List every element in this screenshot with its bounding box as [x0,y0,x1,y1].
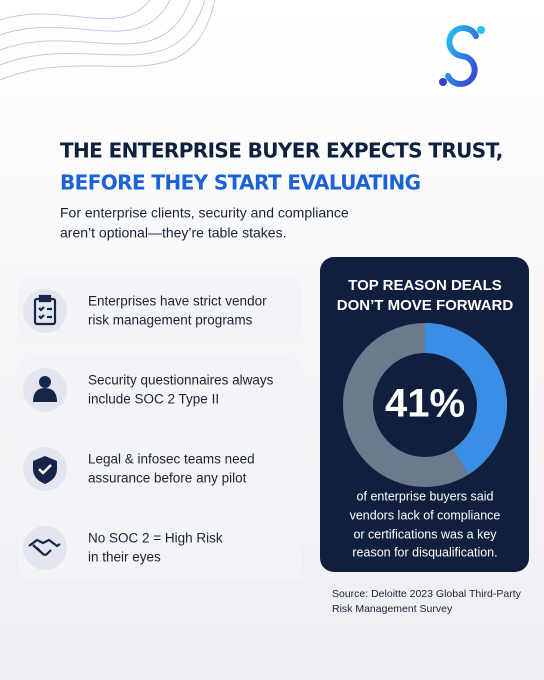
card-description: vendors lack of compliance [350,508,501,522]
card-description: or certifications was a key [353,527,497,541]
card-description: reason for disqualification. [352,545,497,559]
card-title: DON’T MOVE FORWARD [337,297,514,314]
card-title: TOP REASON DEALS [348,277,502,294]
decor-waves [0,0,216,81]
item-box [18,514,302,582]
item-text: No SOC 2 = High Risk [88,531,223,546]
icon-check [38,464,52,475]
icon-handshake [28,538,61,556]
subtitle: For enterprise clients, security and com… [60,205,349,221]
logo [439,25,485,87]
subtitle: aren’t optional—they’re table stakes. [60,225,286,241]
icon-person [33,376,57,402]
item-text: Legal & infosec teams need [88,452,255,467]
item-box [18,436,302,502]
item-text: assurance before any pilot [88,471,247,486]
source: Source: Deloitte 2023 Global Third-Party [332,588,522,600]
stat-card: TOP REASON DEALS DON’T MOVE FORWARD 41% … [320,257,529,572]
donut [343,323,507,487]
item-text: Enterprises have strict vendor [88,294,267,309]
item-text: risk management programs [88,313,253,328]
donut-label: 41% [385,382,465,426]
title-line: BEFORE THEY START EVALUATING [60,171,420,195]
donut-arc [343,323,507,487]
title-line: THE ENTERPRISE BUYER EXPECTS TRUST, [60,139,503,163]
item-text: in their eyes [88,550,161,565]
item-text: include SOC 2 Type II [88,392,219,407]
source: Risk Management Survey [332,603,453,615]
item-box [18,357,302,423]
icon-clipboard [33,294,57,326]
card-bg [320,257,529,572]
item-list: Enterprises have strict vendor risk mana… [18,278,302,582]
item-box [18,278,302,344]
item-text: Security questionnaires always [88,373,274,388]
card-description: of enterprise buyers said [357,489,494,503]
